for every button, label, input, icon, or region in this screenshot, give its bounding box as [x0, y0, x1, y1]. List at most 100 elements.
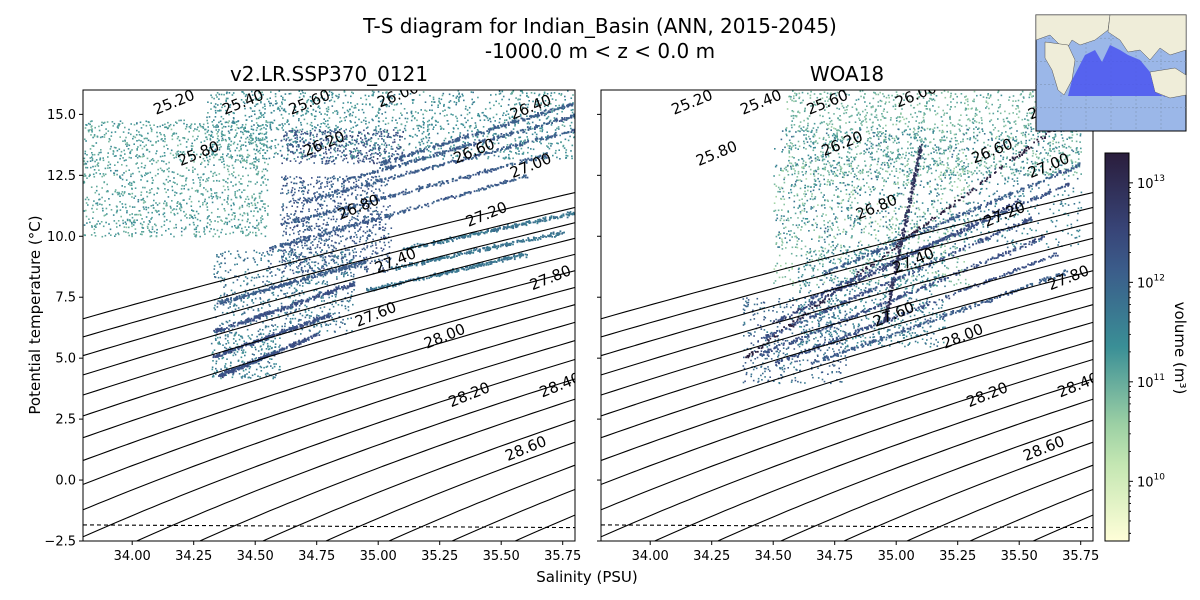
x-tick-label: 35.75: [1062, 549, 1099, 564]
x-tick-label: 34.75: [298, 549, 335, 564]
x-tick-label: 35.00: [878, 549, 915, 564]
density-contour: [325, 441, 575, 541]
density-contour: [83, 286, 575, 439]
contour-label: 27.40: [890, 244, 937, 277]
y-tick-label: 0.0: [55, 474, 76, 489]
density-contour: [654, 378, 1093, 541]
water-mass-streak: [213, 281, 356, 334]
contour-label: 27.00: [507, 149, 554, 182]
contour-label: 26.60: [451, 135, 498, 168]
density-contour: [601, 237, 1093, 376]
density-contour: [601, 222, 1093, 357]
contour-label: 25.60: [804, 90, 851, 119]
x-tick-label: 34.00: [632, 549, 669, 564]
colorbar-tick-label: 1010: [1137, 472, 1165, 490]
inset-basin-highlight: [1068, 45, 1165, 97]
water-mass-streak: [810, 182, 1070, 300]
density-contour: [601, 253, 1093, 396]
contour-label-text: 28.00: [421, 320, 468, 353]
volume-cloud: [83, 119, 269, 238]
contour-label-text: 28.40: [537, 369, 584, 402]
density-contour: [969, 488, 1093, 541]
contour-label-text: 25.40: [220, 86, 267, 119]
water-mass-streak: [269, 174, 529, 252]
density-contour: [83, 222, 575, 357]
contour-label-text: 27.00: [1025, 149, 1072, 182]
x-tick-label: 34.25: [175, 549, 212, 564]
volume-cloud: [773, 126, 1083, 251]
density-contour: [83, 321, 575, 486]
x-tick-label: 35.25: [421, 549, 458, 564]
panel-title-model: v2.LR.SSP370_0121: [230, 62, 428, 86]
volume-cloud: [210, 334, 281, 380]
panel-woa18: 25.2025.4025.6025.8026.0026.2026.4026.60…: [597, 89, 1102, 564]
contour-label: 28.20: [446, 378, 493, 411]
y-tick-label: 15.0: [47, 108, 76, 123]
water-mass-streak: [342, 113, 575, 184]
figure-subtitle: -1000.0 m < z < 0.0 m: [485, 39, 715, 63]
density-contour: [601, 270, 1093, 417]
volume-cloud: [213, 249, 355, 336]
panel-model: 25.20 25.40 25.6025.8026.0026.2026.4026.60…: [44, 86, 584, 564]
density-contour: [601, 321, 1093, 486]
contour-label: 28.40: [537, 369, 584, 402]
panel-title-obs: WOA18: [810, 62, 884, 86]
inset-land: [1107, 14, 1187, 61]
density-contour: [601, 340, 1093, 511]
x-tick-label: 34.50: [755, 549, 792, 564]
contour-label-text: 28.40: [1055, 369, 1102, 402]
axes-frame: [82, 89, 576, 542]
density-contour: [601, 304, 1093, 462]
colorbar-tick-label: 1011: [1137, 373, 1165, 391]
density-contour: [83, 270, 575, 417]
density-contour: [83, 191, 575, 320]
contour-label: 25.20: [669, 90, 716, 119]
x-tick-label: 35.00: [360, 549, 397, 564]
y-tick-label: 5.0: [55, 352, 76, 367]
volume-cloud: [773, 163, 971, 287]
contour-label-text: 28.00: [939, 320, 986, 353]
density-contour: [83, 340, 575, 511]
contour-label: 27.60: [352, 298, 399, 331]
colorbar-tick-label: 1012: [1137, 273, 1165, 291]
contour-label: 28.20: [964, 378, 1011, 411]
x-axis-label: Salinity (PSU): [536, 568, 638, 586]
freezing-line: [83, 524, 575, 529]
y-tick-label: 12.5: [47, 169, 76, 184]
inset-land: [1044, 41, 1076, 96]
density-contour: [717, 398, 1093, 541]
contour-label-text: 25.80: [175, 137, 222, 170]
figure-title: T-S diagram for Indian_Basin (ANN, 2015-…: [362, 14, 837, 38]
density-contour: [780, 419, 1093, 541]
density-contour: [199, 398, 575, 541]
density-contour: [83, 253, 575, 396]
density-contour: [843, 441, 1093, 541]
x-tick-label: 34.75: [816, 549, 853, 564]
inset-map: [1035, 14, 1187, 132]
contour-label: 25.20: [151, 90, 198, 119]
density-contour: [83, 237, 575, 376]
colorbar-gradient: [1104, 152, 1130, 542]
volume-cloud: [280, 129, 404, 165]
colorbar-tick-label: 1013: [1137, 174, 1165, 192]
contour-label: 26.20: [819, 127, 866, 160]
density-contours: [601, 191, 1093, 541]
density-contour: [83, 304, 575, 462]
water-mass-streak: [216, 259, 369, 306]
y-axis-label: Potential temperature (°C): [26, 215, 44, 414]
density-contour: [388, 464, 575, 541]
contour-label: 27.20: [981, 198, 1028, 231]
water-mass-streak: [759, 235, 1045, 356]
contour-label: 26.20: [301, 127, 348, 160]
x-tick-label: 35.50: [1001, 549, 1038, 564]
contour-label-text: 27.40: [372, 244, 419, 277]
density-contour: [262, 419, 575, 541]
y-tick-label: 2.5: [55, 413, 76, 428]
x-tick-label: 34.25: [693, 549, 730, 564]
water-mass-streak: [380, 102, 575, 166]
density-contour: [83, 206, 575, 338]
contour-label-text: 28.20: [446, 378, 493, 411]
density-contour: [906, 464, 1093, 541]
